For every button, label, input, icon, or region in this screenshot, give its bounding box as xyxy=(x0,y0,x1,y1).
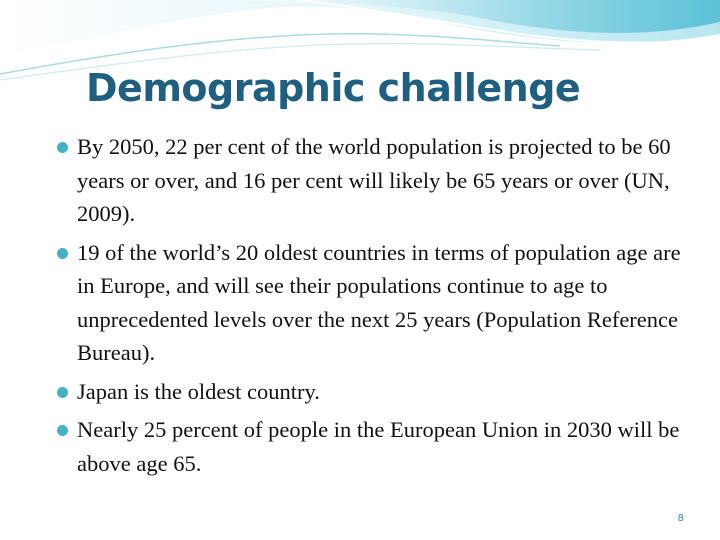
bullet-item: Japan is the oldest country. xyxy=(50,375,690,409)
bullet-item: 19 of the world’s 20 oldest countries in… xyxy=(50,236,690,370)
slide-title: Demographic challenge xyxy=(86,66,581,110)
bullet-list: By 2050, 22 per cent of the world popula… xyxy=(50,130,690,485)
bullet-dot-icon xyxy=(57,247,68,259)
bullet-dot-icon xyxy=(57,142,68,153)
bullet-text: Japan is the oldest country. xyxy=(77,378,320,404)
bullet-dot-icon xyxy=(57,386,68,398)
bullet-item: By 2050, 22 per cent of the world popula… xyxy=(50,130,690,231)
bullet-text: By 2050, 22 per cent of the world popula… xyxy=(77,134,671,226)
bullet-text: 19 of the world’s 20 oldest countries in… xyxy=(77,239,681,366)
bullet-dot-icon xyxy=(57,425,68,436)
bullet-text: Nearly 25 percent of people in the Europ… xyxy=(77,417,680,476)
bullet-item: Nearly 25 percent of people in the Europ… xyxy=(50,413,690,480)
decorative-wave-banner xyxy=(0,0,720,81)
page-number: 8 xyxy=(677,513,684,524)
